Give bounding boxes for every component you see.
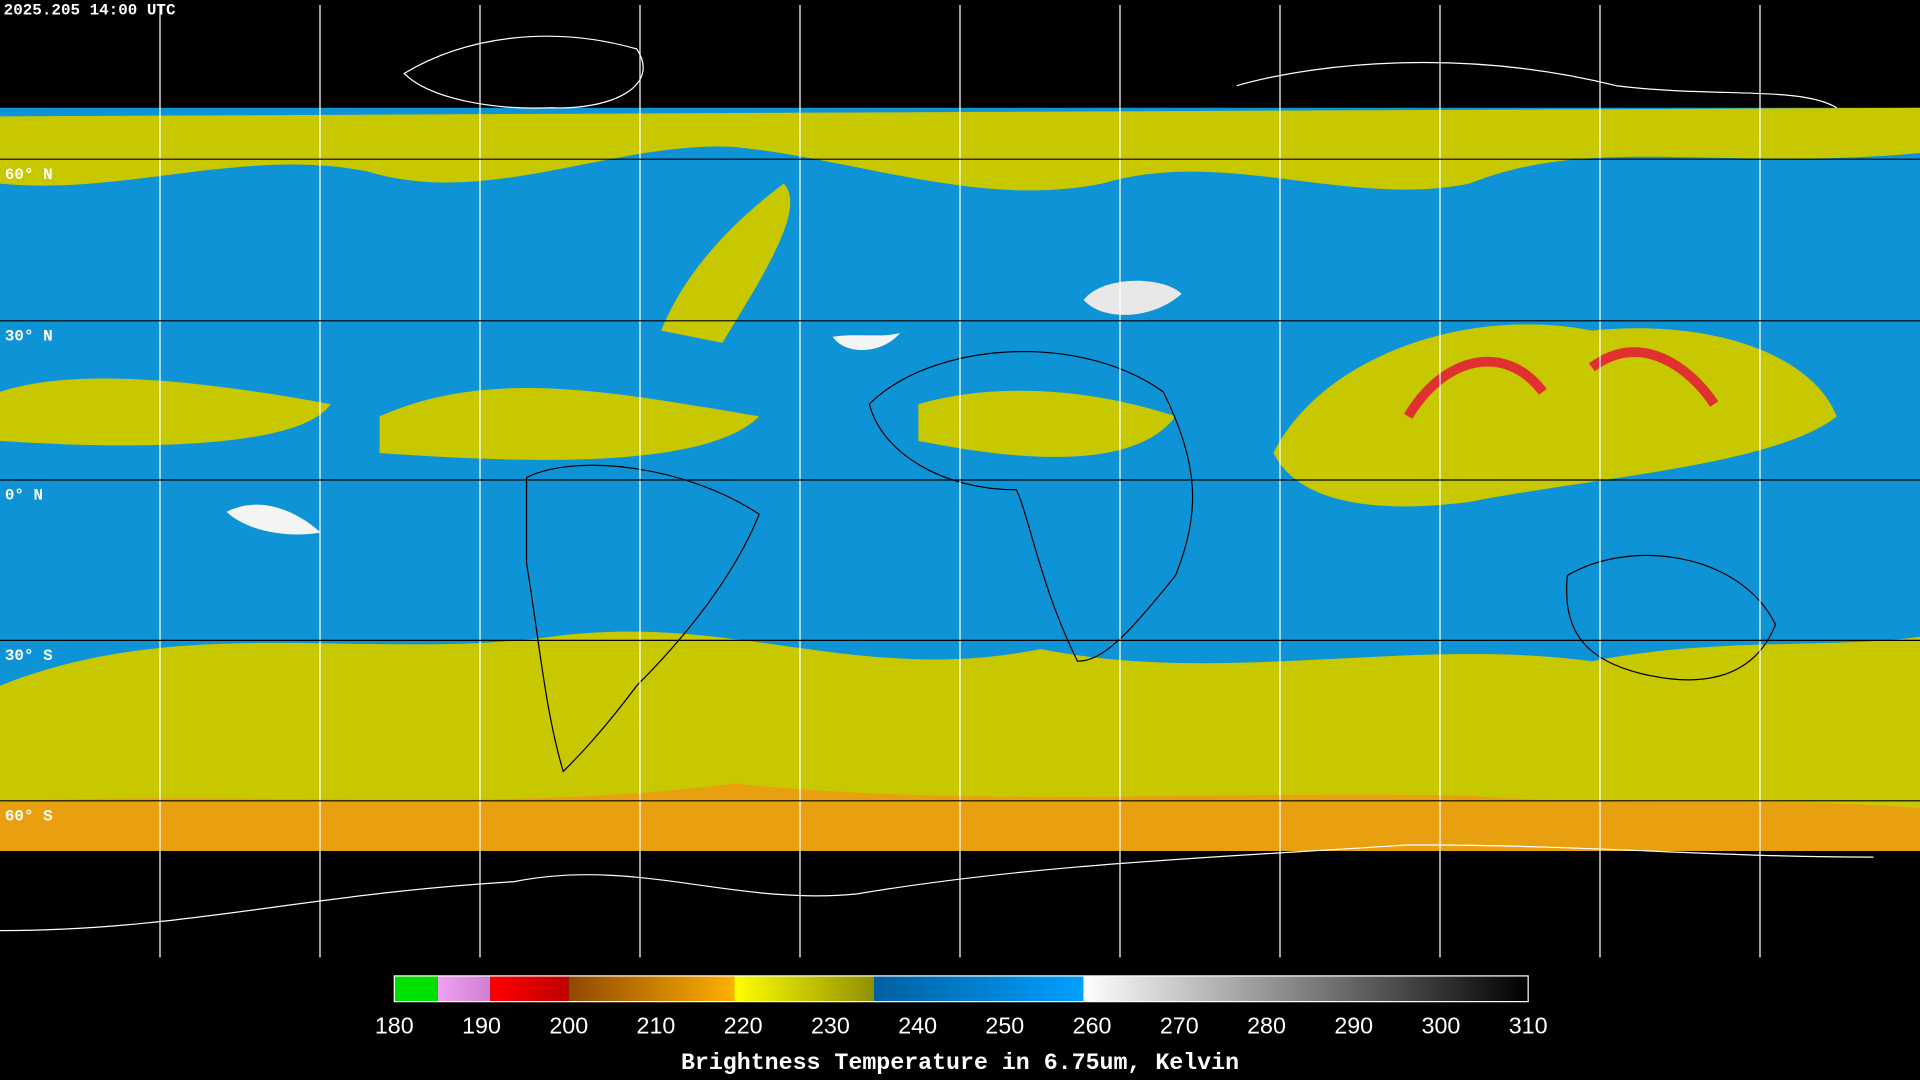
- africa: [868, 351, 1194, 662]
- south-america: [525, 464, 760, 773]
- colorbar-tick-label: 270: [1160, 1012, 1199, 1038]
- very-dry-pacific: [226, 504, 321, 535]
- colorbar-tick-label: 200: [549, 1012, 588, 1038]
- plume-atlantic: [661, 183, 791, 343]
- colorbar-title: Brightness Temperature in 6.75um, Kelvin: [681, 1050, 1239, 1076]
- colorbar-tick-label: 210: [637, 1012, 676, 1038]
- deep-convection: [1403, 347, 1719, 419]
- colorbar-tick-label: 190: [462, 1012, 501, 1038]
- colorbar-tick-label: 280: [1247, 1012, 1286, 1038]
- colorbar-tick-label: 250: [985, 1012, 1024, 1038]
- convection-americas: [379, 388, 760, 460]
- colorbar-frame: [393, 975, 1529, 1003]
- antarctica: [0, 844, 1874, 932]
- colorbar-tick-label: 290: [1334, 1012, 1373, 1038]
- very-dry-mideast: [1083, 280, 1182, 315]
- siberia-coast: [1236, 61, 1838, 109]
- colorbar-segment: [490, 975, 569, 1002]
- colorbar-tick-label: 180: [375, 1012, 414, 1038]
- colorbar-segment: [437, 975, 491, 1002]
- lat-label: 60° N: [5, 166, 53, 184]
- convection-africa: [918, 390, 1176, 457]
- colorbar-segment: [568, 975, 735, 1002]
- colorbar-segment: [874, 975, 1084, 1002]
- colorbar-tick-label: 230: [811, 1012, 850, 1038]
- graticule: 60° N 30° N 0° N 30° S 60° S: [0, 4, 1920, 958]
- colorbar-segment: [394, 975, 438, 1002]
- lat-label: 0° N: [5, 487, 43, 505]
- colorbar-tick-label: 240: [898, 1012, 937, 1038]
- greenland: [403, 35, 644, 109]
- lat-label: 60° S: [5, 807, 53, 825]
- colorbar-tick-label: 220: [724, 1012, 763, 1038]
- colorbar-tick-label: 300: [1422, 1012, 1461, 1038]
- very-dry-atlantic: [832, 333, 900, 351]
- polar-coastlines: [0, 35, 1874, 932]
- colorbar-segment: [1083, 975, 1529, 1002]
- colorbar-tick-label: 310: [1509, 1012, 1548, 1038]
- convection-pacific: [0, 378, 331, 446]
- lat-label: 30° N: [5, 327, 53, 345]
- coastlines: [525, 351, 1777, 773]
- lat-label: 30° S: [5, 647, 53, 665]
- colorbar-tick-label: 260: [1073, 1012, 1112, 1038]
- colorbar: 180 190 200 210 220 230 240 250 260 270 280 290 300 3…: [375, 975, 1548, 1038]
- convection-asia: [1273, 324, 1837, 507]
- colorbar-segment: [734, 975, 875, 1002]
- australia: [1565, 554, 1777, 681]
- timestamp: 2025.205 14:00 UTC: [4, 2, 176, 20]
